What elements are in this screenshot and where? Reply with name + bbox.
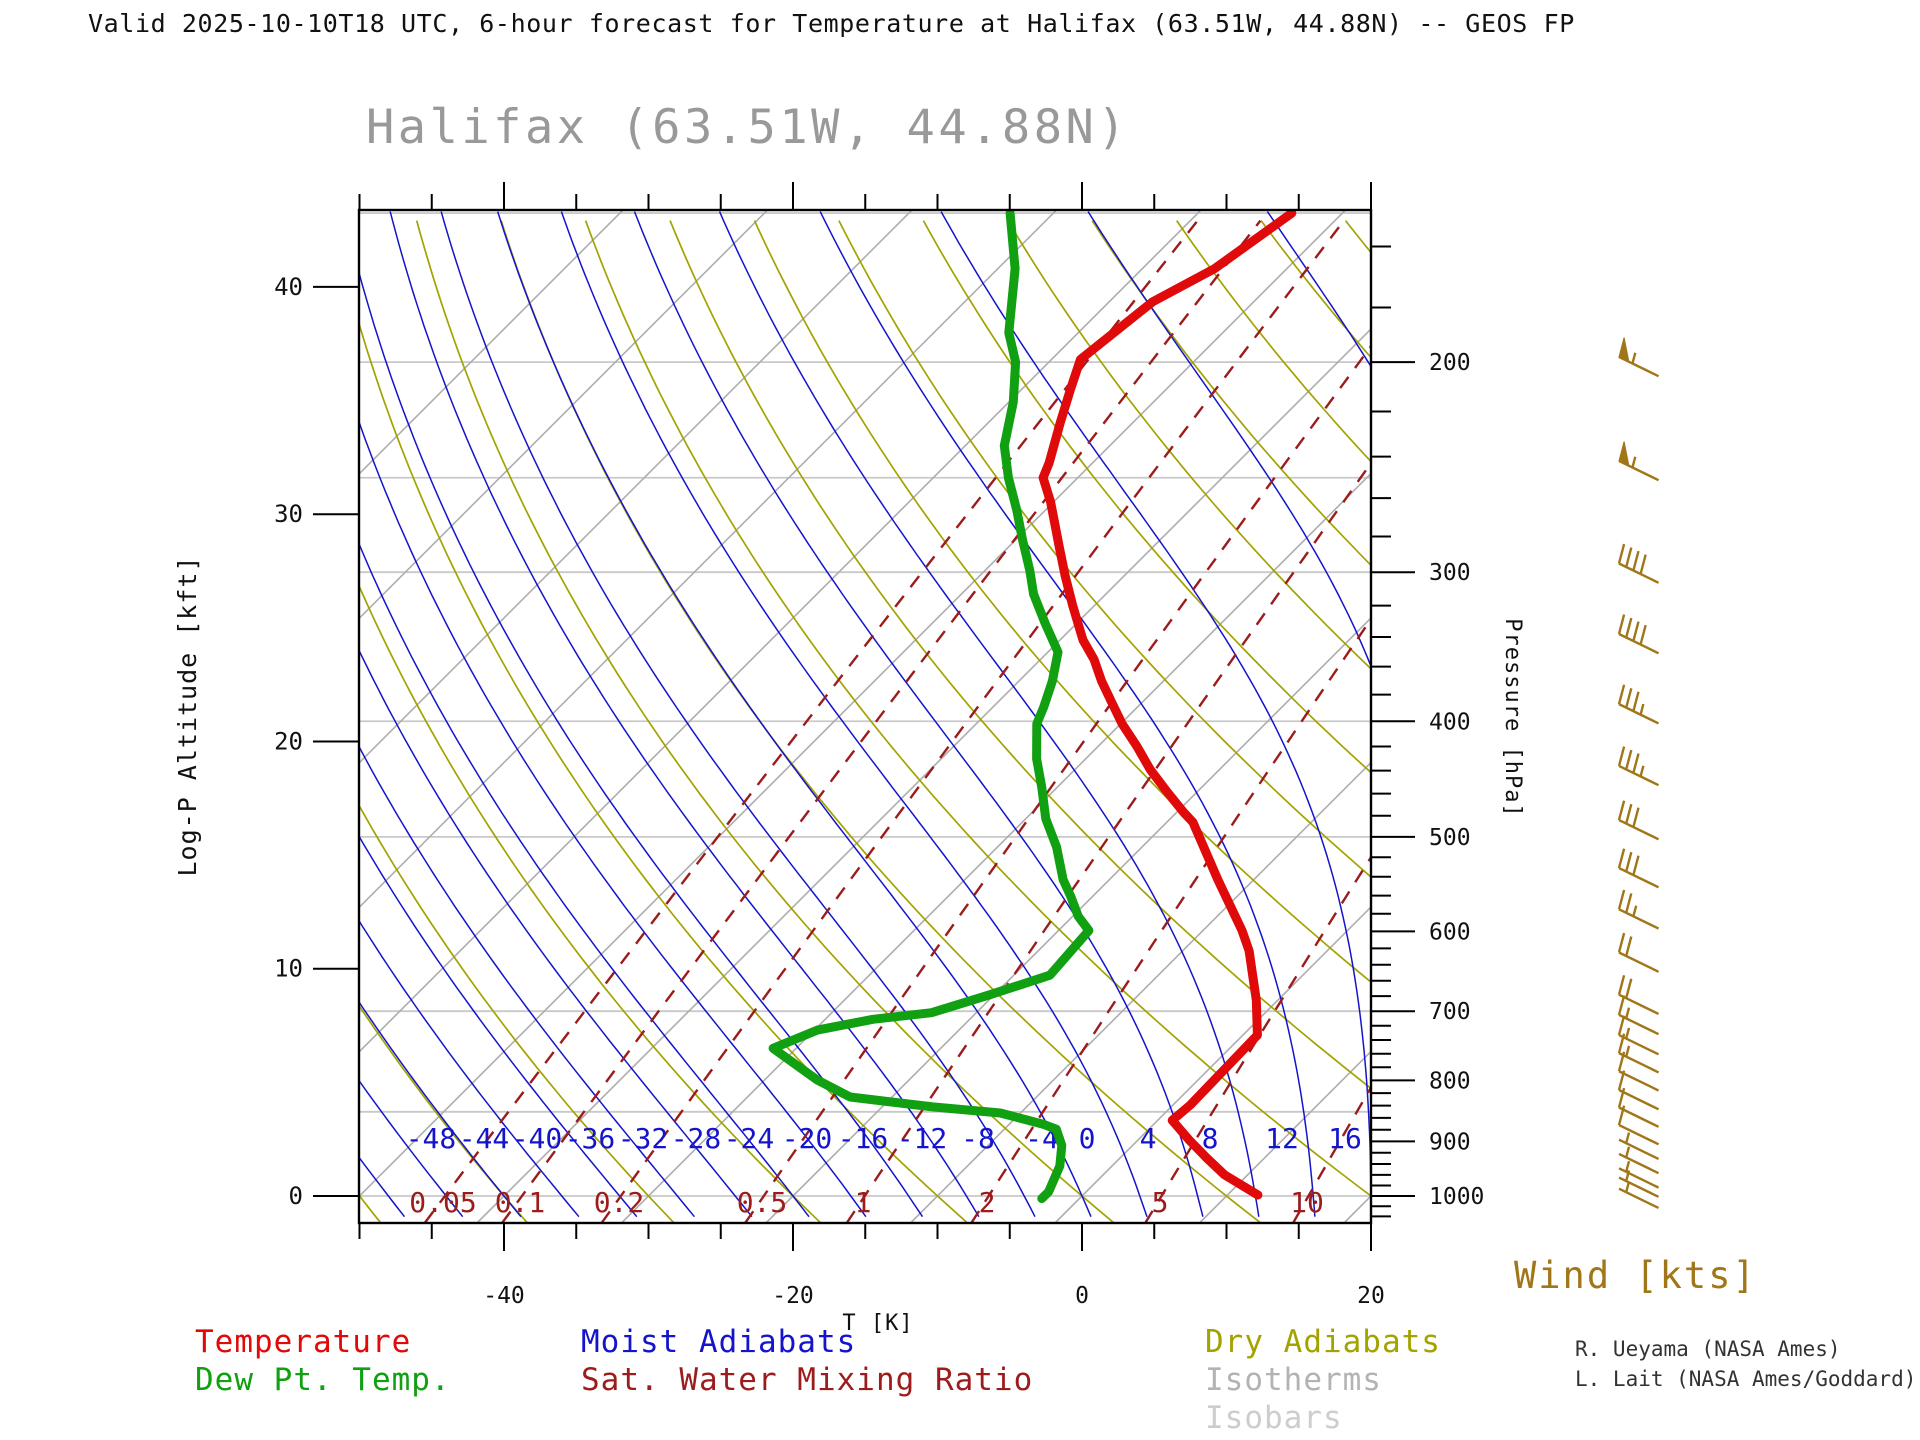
moist-adiabat-label: -36	[565, 1122, 616, 1155]
legend-moist-adiabats: Moist Adiabats	[581, 1324, 856, 1360]
wind-barb	[1617, 1105, 1660, 1146]
moist-adiabat-lines	[359, 211, 1371, 1218]
legend-mixing-ratio: Sat. Water Mixing Ratio	[581, 1362, 1033, 1398]
moist-adiabat-label: 8	[1202, 1122, 1219, 1155]
moist-adiabat-label: -40	[512, 1122, 563, 1155]
axis-tick-labels: 0102030402003004005006007008009001000-40…	[274, 273, 1484, 1309]
legend-isotherms: Isotherms	[1205, 1362, 1382, 1398]
wind-units-label: Wind [kts]	[1514, 1254, 1757, 1297]
wind-barb	[1618, 1170, 1660, 1198]
temperature-tick-label: 20	[1357, 1283, 1385, 1309]
left-axis-label: Log-P Altitude [kft]	[173, 555, 202, 876]
pressure-tick-label: 500	[1429, 825, 1471, 851]
pressure-tick-label: 400	[1429, 709, 1471, 735]
pressure-tick-label: 900	[1429, 1129, 1471, 1155]
moist-adiabat-value-labels: -48 -44 -40 -36 -32 -28 -24 -20 -16 -12 -8 -4 0 4 8 12 1…	[406, 1122, 1362, 1155]
moist-adiabat-label: -12	[897, 1122, 948, 1155]
pressure-tick-label: 1000	[1429, 1184, 1484, 1210]
plot-frame-and-ticks	[313, 182, 1415, 1251]
legend-temperature: Temperature	[195, 1324, 411, 1360]
isotherm-lines	[359, 210, 1371, 1223]
right-axis-label: Pressure [hPa]	[1500, 618, 1525, 817]
wind-barb	[1617, 995, 1660, 1036]
pressure-tick-label: 200	[1429, 350, 1471, 376]
wind-barb	[1617, 1070, 1660, 1111]
moist-adiabat-label: -32	[618, 1122, 669, 1155]
legend-dewpoint: Dew Pt. Temp.	[195, 1362, 451, 1398]
mixing-ratio-label: 10	[1290, 1186, 1324, 1219]
page-title: Halifax (63.51W, 44.88N)	[366, 100, 1129, 155]
wind-barb	[1618, 1160, 1660, 1189]
wind-barb	[1617, 543, 1660, 584]
mixing-ratio-label: 5	[1152, 1186, 1169, 1219]
wind-barb	[1617, 800, 1660, 841]
pressure-tick-label: 600	[1429, 919, 1471, 945]
legend: Temperature Dew Pt. Temp. Moist Adiabats…	[195, 1324, 1441, 1436]
wind-barb-column	[1617, 337, 1660, 1210]
moist-adiabat-label: -16	[838, 1122, 889, 1155]
temperature-tick-label: 0	[1075, 1283, 1089, 1309]
pressure-tick-label: 700	[1429, 999, 1471, 1025]
credit-line-2: L. Lait (NASA Ames/Goddard)	[1575, 1367, 1916, 1391]
kft-tick-label: 20	[274, 727, 303, 755]
moist-adiabat-label: -28	[671, 1122, 722, 1155]
temperature-tick-label: -20	[772, 1283, 814, 1309]
moist-adiabat-label: -48	[406, 1122, 457, 1155]
dewpoint-profile-line	[768, 210, 1094, 1204]
mixing-ratio-label: 0.2	[594, 1186, 645, 1219]
mixing-ratio-label: 2	[979, 1186, 996, 1219]
wind-barb	[1617, 1033, 1660, 1074]
mixing-ratio-value-labels: 0.05 0.1 0.2 0.5 1 2 5 10	[409, 1186, 1324, 1219]
kft-tick-label: 0	[289, 1182, 303, 1210]
wind-barb	[1618, 441, 1660, 482]
moist-adiabat-label: 0	[1079, 1122, 1096, 1155]
moist-adiabat-label: -20	[782, 1122, 833, 1155]
legend-isobars: Isobars	[1205, 1400, 1343, 1436]
wind-barb	[1617, 974, 1660, 1016]
kft-tick-label: 10	[274, 955, 303, 983]
pressure-tick-label: 800	[1429, 1068, 1471, 1094]
wind-barb	[1617, 746, 1660, 787]
moist-adiabat-label: 16	[1328, 1122, 1362, 1155]
temperature-profile-line	[1038, 210, 1297, 1200]
mixing-ratio-lines	[423, 219, 1371, 1223]
wind-barb	[1618, 1181, 1660, 1210]
valid-title: Valid 2025-10-10T18 UTC, 6-hour forecast…	[88, 9, 1575, 38]
mixing-ratio-label: 0.5	[737, 1186, 788, 1219]
wind-barb	[1617, 848, 1660, 889]
wind-barb	[1617, 889, 1660, 930]
mixing-ratio-label: 1	[855, 1186, 872, 1219]
kft-tick-label: 40	[274, 273, 303, 301]
kft-tick-label: 30	[274, 500, 303, 528]
wind-barb	[1617, 1087, 1660, 1128]
wind-barb	[1617, 1015, 1660, 1056]
pressure-tick-label: 300	[1429, 560, 1471, 586]
wind-barb	[1617, 1051, 1660, 1092]
moist-adiabat-label: 12	[1265, 1122, 1299, 1155]
moist-adiabat-label: 4	[1140, 1122, 1157, 1155]
moist-adiabat-label: -44	[459, 1122, 510, 1155]
wind-barb	[1617, 932, 1660, 973]
wind-barb	[1618, 1146, 1660, 1175]
legend-dry-adiabats: Dry Adiabats	[1205, 1324, 1441, 1360]
wind-barb	[1618, 337, 1660, 378]
bottom-axis-label: T [K]	[842, 1311, 913, 1336]
moist-adiabat-label: -8	[961, 1122, 995, 1155]
wind-barb	[1617, 684, 1660, 725]
moist-adiabat-label: -24	[724, 1122, 775, 1155]
mixing-ratio-label: 0.05	[409, 1186, 476, 1219]
temperature-tick-label: -40	[483, 1283, 525, 1309]
credit-line-1: R. Ueyama (NASA Ames)	[1575, 1337, 1841, 1361]
wind-barb	[1618, 1132, 1660, 1161]
wind-barb	[1617, 614, 1660, 655]
mixing-ratio-label: 0.1	[495, 1186, 546, 1219]
